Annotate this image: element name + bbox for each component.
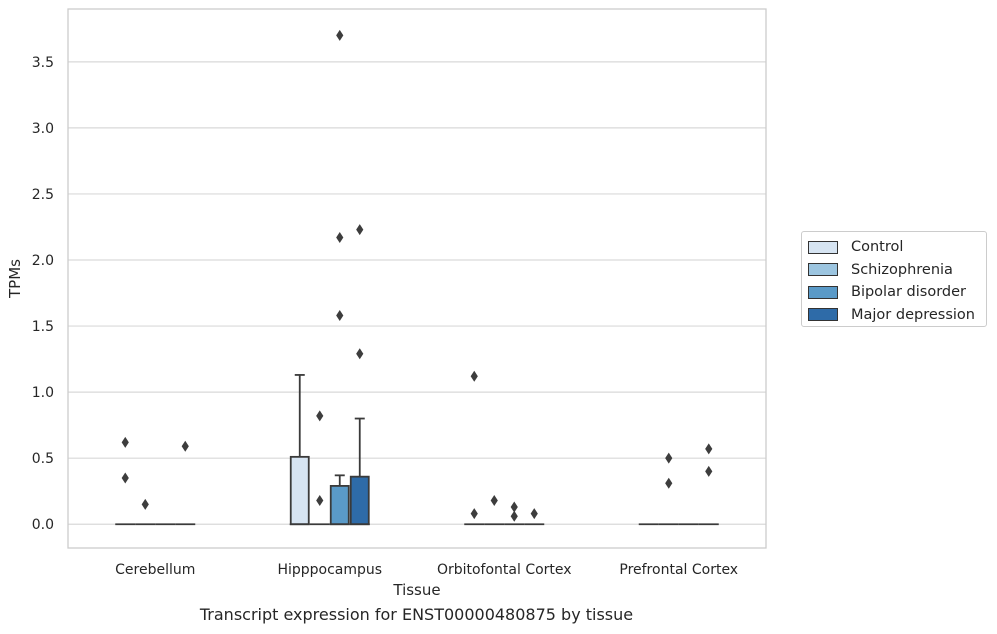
y-tick-labels: 0.0 0.5 1.0 1.5 2.0 2.5 3.0 3.5	[32, 55, 54, 533]
box-1-1	[309, 410, 330, 526]
outlier-point	[121, 472, 129, 484]
outlier-point	[316, 410, 324, 422]
outlier-point	[665, 477, 673, 489]
outlier-point	[705, 465, 713, 477]
y-tick-label: 0.0	[32, 517, 54, 533]
x-tick-label: Cerebellum	[115, 562, 195, 578]
outlier-point	[356, 224, 364, 236]
box-3-1	[658, 452, 679, 526]
box-body	[289, 455, 310, 526]
grid-lines	[68, 61, 766, 525]
x-tick-label: Hipppocampus	[277, 562, 382, 578]
legend-item: Bipolar disorder	[808, 281, 986, 304]
x-tick-label: Orbitofontal Cortex	[437, 562, 572, 578]
outlier-point	[510, 510, 518, 522]
outlier-point	[336, 232, 344, 244]
y-tick-label: 3.5	[32, 55, 54, 71]
box-0-1	[135, 498, 156, 526]
outlier-point	[490, 494, 498, 506]
y-axis-label: TPMs	[6, 259, 24, 299]
outlier-point	[665, 452, 673, 464]
legend-swatch	[808, 263, 838, 277]
legend-item: Major depression	[808, 304, 986, 327]
legend-item: Schizophrenia	[808, 259, 986, 282]
outlier-point	[141, 498, 149, 510]
plot-frame	[67, 8, 767, 549]
x-tick-labels: Cerebellum Hipppocampus Orbitofontal Corte…	[115, 562, 738, 578]
box-1-3	[349, 224, 370, 526]
chart-caption: Transcript expression for ENST0000048087…	[199, 605, 634, 624]
box-1-2	[329, 29, 350, 526]
outlier-point	[470, 508, 478, 520]
box-2-1	[484, 494, 505, 526]
outlier-point	[181, 440, 189, 452]
outlier-point	[336, 309, 344, 321]
box-2-2	[504, 501, 525, 526]
box-1-0	[289, 374, 310, 526]
legend-label: Control	[851, 239, 904, 256]
y-tick-label: 3.0	[32, 121, 54, 137]
legend-item: Control	[808, 236, 986, 259]
legend-swatch	[808, 240, 838, 254]
box-0-0	[115, 436, 136, 526]
box-body	[329, 485, 350, 526]
box-0-3	[175, 440, 196, 526]
y-tick-label: 0.5	[32, 451, 54, 467]
outlier-point	[470, 370, 478, 382]
y-tick-label: 1.5	[32, 319, 54, 335]
legend-label: Bipolar disorder	[851, 284, 966, 301]
y-tick-label: 2.0	[32, 253, 54, 269]
legend-swatch	[808, 308, 838, 322]
outlier-point	[316, 494, 324, 506]
legend-label: Schizophrenia	[851, 261, 953, 278]
box-2-3	[524, 508, 545, 526]
box-3-3	[698, 443, 719, 526]
y-tick-label: 1.0	[32, 385, 54, 401]
outlier-point	[530, 508, 538, 520]
legend-swatch	[808, 285, 838, 299]
x-axis-label: Tissue	[392, 581, 440, 599]
outlier-point	[356, 348, 364, 360]
legend: Control Schizophrenia Bipolar disorder Majo…	[801, 231, 987, 327]
box-body	[349, 475, 370, 526]
outlier-point	[705, 443, 713, 455]
outlier-point	[121, 436, 129, 448]
x-tick-label: Prefrontal Cortex	[619, 562, 738, 578]
box-2-0	[464, 370, 485, 526]
legend-label: Major depression	[851, 306, 975, 323]
outlier-point	[336, 29, 344, 41]
outlier-point	[510, 501, 518, 513]
box-plots	[115, 29, 719, 526]
y-tick-label: 2.5	[32, 187, 54, 203]
